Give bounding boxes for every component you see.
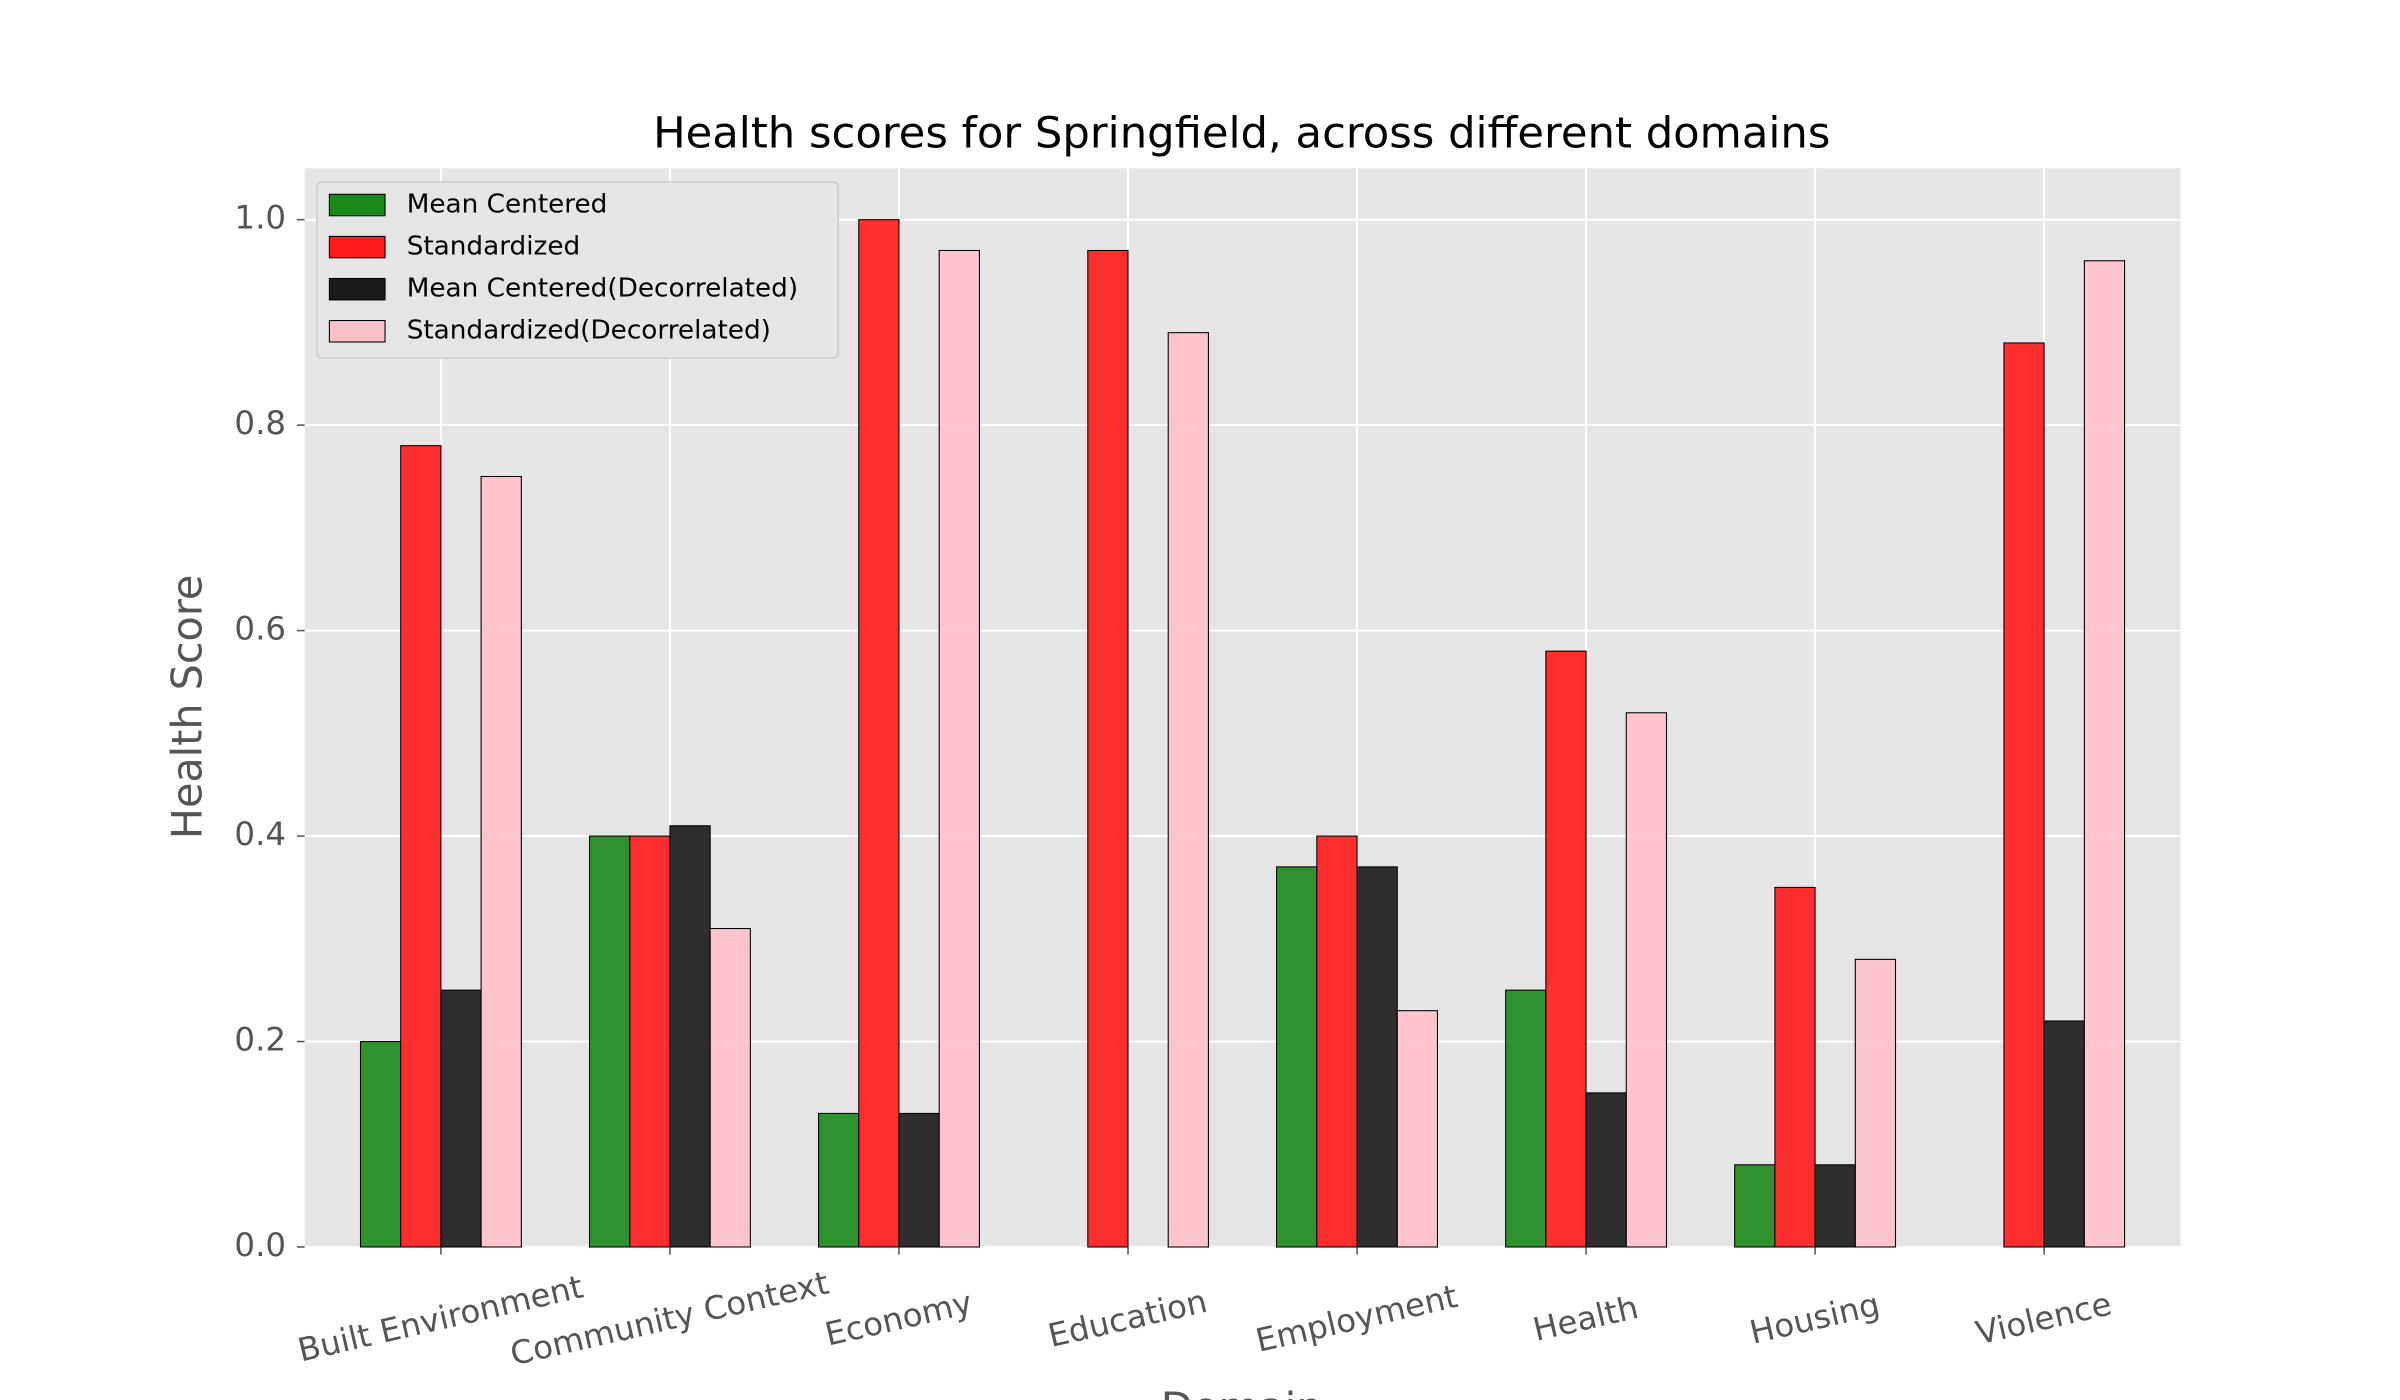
x-tick-label: Employment — [1252, 1277, 1461, 1360]
bar — [1625, 712, 1668, 1248]
bar — [588, 835, 631, 1248]
bar — [1356, 866, 1398, 1248]
bar — [1396, 1010, 1438, 1248]
bar — [1854, 958, 1897, 1248]
y-tick-label: 0.6 — [234, 610, 286, 648]
x-tick-label: Education — [1045, 1282, 1211, 1355]
bar — [898, 1112, 940, 1248]
bar — [1774, 886, 1816, 1248]
bar — [1734, 1164, 1776, 1248]
legend-box — [316, 181, 839, 359]
bar — [480, 475, 522, 1248]
bar — [1814, 1164, 1856, 1248]
bar — [1585, 1092, 1627, 1248]
bar — [2043, 1020, 2085, 1248]
legend: Mean Centered Standardized Mean Centered(D… — [316, 181, 839, 359]
bar — [1505, 989, 1547, 1248]
y-tick-label: 0.2 — [234, 1021, 286, 1059]
bar — [1167, 332, 1209, 1248]
chart-title: Health scores for Springfield, across di… — [653, 109, 1830, 159]
y-tick-label: 0.8 — [234, 404, 286, 442]
bar — [1316, 835, 1358, 1248]
x-tick-label: Violence — [1972, 1285, 2115, 1352]
bar — [400, 445, 442, 1248]
legend-swatch — [328, 235, 386, 259]
legend-label: Mean Centered(Decorrelated) — [407, 274, 798, 304]
legend-swatch — [328, 320, 386, 343]
bar — [629, 835, 671, 1248]
bar — [858, 219, 900, 1248]
legend-label: Mean Centered — [407, 190, 608, 220]
bar — [1545, 650, 1587, 1248]
y-axis-label: Health Score — [162, 575, 211, 839]
legend-swatch — [328, 277, 386, 301]
y-tick-label: 1.0 — [234, 199, 286, 237]
y-tick-label: 0.4 — [234, 815, 286, 853]
bar — [1276, 866, 1318, 1248]
bar — [818, 1112, 860, 1248]
bar — [1087, 249, 1129, 1248]
bar — [2083, 260, 2126, 1248]
bars — [359, 219, 2126, 1248]
bar — [709, 927, 751, 1248]
x-tick-label: Health — [1529, 1288, 1641, 1349]
x-axis-label: Domain — [1161, 1383, 1323, 1400]
legend-label: Standardized(Decorrelated) — [407, 316, 771, 346]
bar — [440, 989, 482, 1248]
bar — [2003, 342, 2045, 1248]
legend-label: Standardized — [407, 232, 581, 262]
bar — [669, 825, 711, 1248]
y-tick-label: 0.0 — [234, 1226, 286, 1264]
bar — [938, 249, 980, 1248]
x-tick-label: Economy — [821, 1283, 975, 1353]
bar — [359, 1040, 402, 1248]
x-tick-label: Housing — [1746, 1285, 1883, 1351]
legend-swatch — [328, 193, 386, 217]
